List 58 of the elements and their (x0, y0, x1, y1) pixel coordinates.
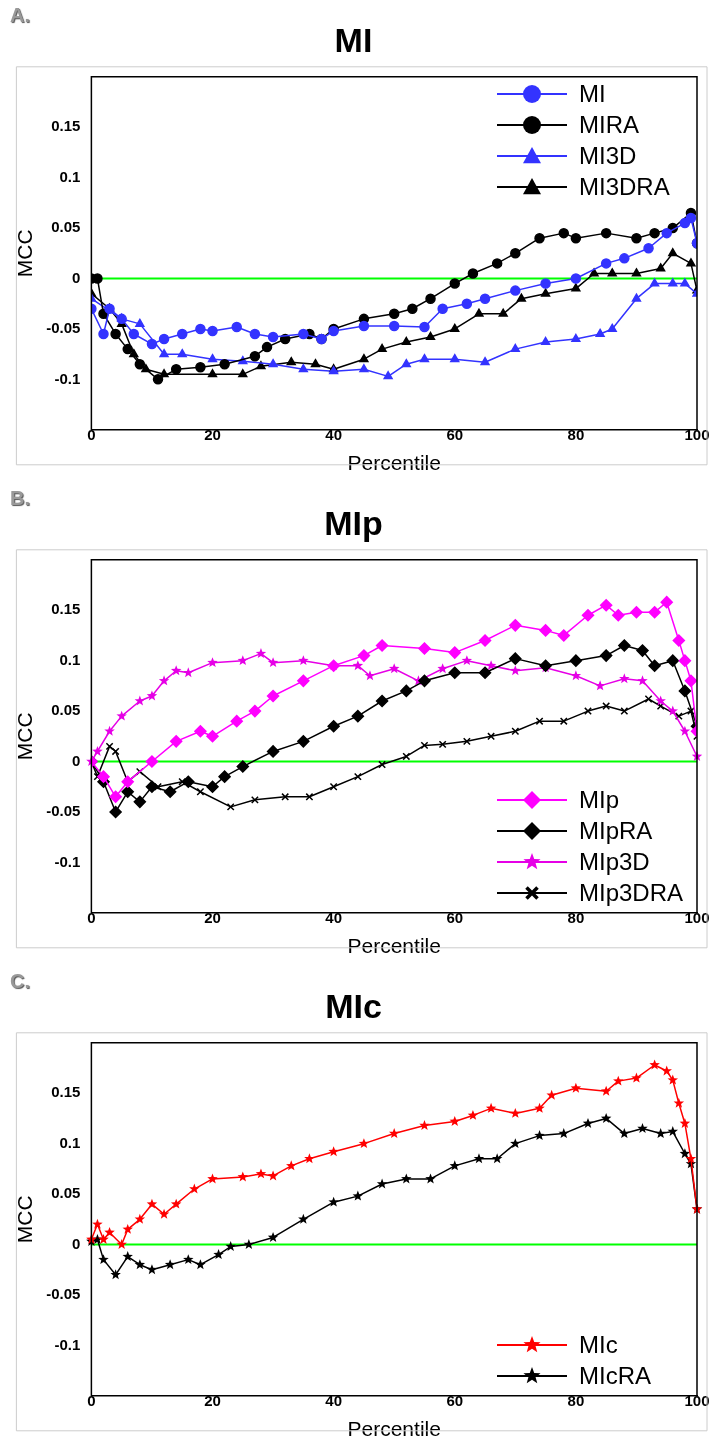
x-tick-label: 80 (567, 908, 585, 926)
y-tick-label: 0.05 (51, 701, 81, 719)
x-tick-label: 40 (325, 425, 342, 443)
x-tick-label: 100 (684, 908, 710, 926)
legend-label: MI (579, 80, 606, 109)
y-tick-label: 0.1 (59, 650, 81, 668)
x-axis-title: Percentile (347, 934, 441, 958)
y-tick-label: -0.05 (46, 1285, 81, 1303)
x-tick-label: 60 (446, 425, 464, 443)
legend-label: MI3D (579, 142, 637, 171)
chart-title: MI (334, 20, 373, 59)
legend-label: MIp (579, 786, 620, 815)
legend-label: MIc (579, 1331, 618, 1360)
y-tick-label: 0.15 (51, 117, 81, 135)
y-tick-label: 0 (72, 268, 81, 286)
y-tick-label: 0 (72, 1234, 81, 1252)
y-axis-title: MCC (13, 712, 37, 761)
chart-title: MIc (325, 986, 382, 1025)
y-tick-label: 0.1 (59, 1133, 81, 1151)
text: A. (10, 4, 30, 27)
legend-label: MI3DRA (579, 173, 670, 202)
x-axis-title: Percentile (347, 1417, 441, 1441)
x-axis-title: Percentile (347, 451, 441, 475)
legend-label: MIpRA (579, 817, 653, 846)
x-tick-label: 40 (325, 908, 342, 926)
y-tick-label: -0.05 (46, 802, 81, 820)
y-tick-label: -0.1 (54, 852, 81, 870)
legend-label: MIp3D (579, 848, 650, 877)
x-tick-label: 20 (204, 425, 221, 443)
x-tick-label: 100 (684, 425, 710, 443)
y-tick-label: -0.1 (54, 369, 81, 387)
y-axis-title: MCC (13, 1195, 37, 1244)
y-tick-label: 0 (72, 751, 81, 769)
x-tick-label: 0 (87, 425, 96, 443)
x-tick-label: 0 (87, 1391, 96, 1409)
y-tick-label: -0.1 (54, 1335, 81, 1353)
legend-label: MIp3DRA (579, 879, 684, 908)
y-tick-label: 0.15 (51, 600, 81, 618)
chart-title: MIp (324, 503, 383, 542)
x-tick-label: 80 (567, 425, 585, 443)
x-tick-label: 80 (567, 1391, 585, 1409)
legend-label: MIcRA (579, 1362, 651, 1391)
y-axis-title: MCC (13, 229, 37, 278)
x-tick-label: 60 (446, 1391, 464, 1409)
text: B. (10, 487, 30, 510)
y-tick-label: 0.1 (59, 167, 81, 185)
x-tick-label: 60 (446, 908, 464, 926)
y-tick-label: -0.05 (46, 319, 81, 337)
x-tick-label: 20 (204, 908, 221, 926)
x-tick-label: 100 (684, 1391, 710, 1409)
x-tick-label: 20 (204, 1391, 221, 1409)
x-tick-label: 0 (87, 908, 96, 926)
y-tick-label: 0.05 (51, 218, 81, 236)
x-tick-label: 40 (325, 1391, 342, 1409)
legend-label: MIRA (579, 111, 639, 140)
text: C. (10, 970, 30, 993)
y-tick-label: 0.15 (51, 1083, 81, 1101)
y-tick-label: 0.05 (51, 1184, 81, 1202)
